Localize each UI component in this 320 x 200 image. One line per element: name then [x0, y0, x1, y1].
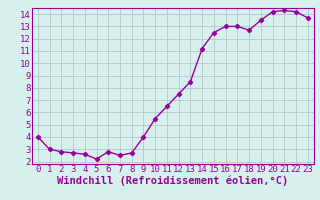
X-axis label: Windchill (Refroidissement éolien,°C): Windchill (Refroidissement éolien,°C): [57, 176, 288, 186]
